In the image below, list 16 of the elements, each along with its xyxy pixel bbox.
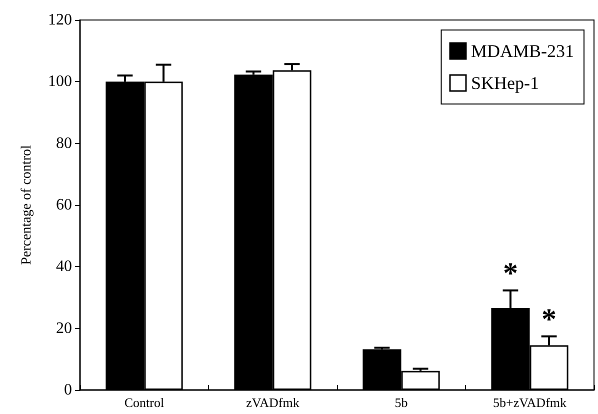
annotation: * — [542, 302, 557, 336]
y-tick-label: 120 — [48, 12, 72, 28]
x-tick-label: zVADfmk — [246, 395, 300, 410]
legend-label: SKHep-1 — [470, 73, 539, 93]
x-tick-label: 5b — [394, 395, 408, 410]
legend-label: MDAMB-231 — [470, 41, 574, 61]
y-tick-label: 20 — [56, 320, 72, 337]
y-axis-title: Percentage of control — [20, 145, 34, 265]
y-tick-label: 60 — [56, 196, 72, 214]
y-tick-label: 40 — [56, 258, 72, 276]
x-tick-label: 5b+zVADfmk — [492, 395, 568, 410]
annotation: * — [502, 256, 518, 290]
x-tick-label: Control — [124, 395, 164, 410]
y-tick-label: 0 — [64, 382, 72, 398]
y-tick-label: 100 — [48, 73, 72, 90]
y-tick-label: 80 — [56, 134, 72, 152]
